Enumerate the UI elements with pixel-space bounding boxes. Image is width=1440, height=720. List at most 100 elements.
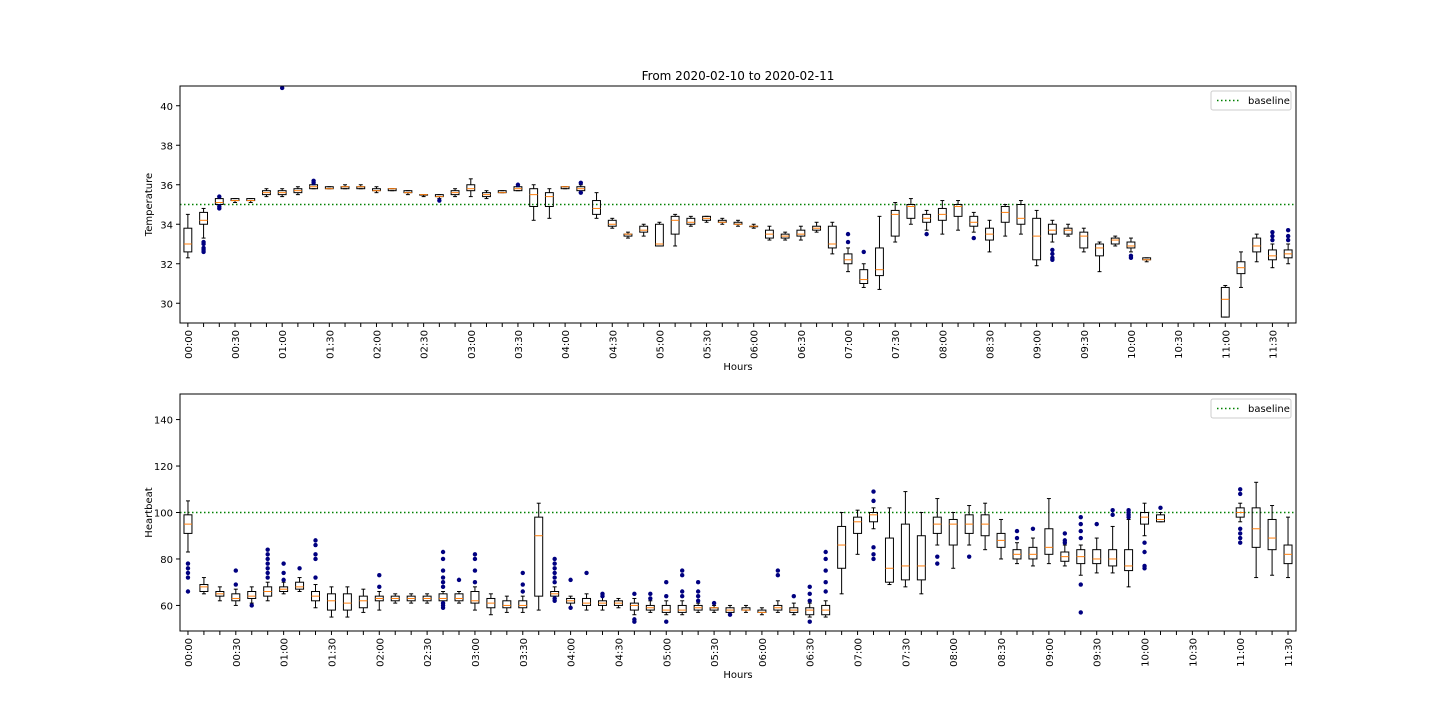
box-iqr	[670, 215, 680, 235]
outlier-point	[1285, 227, 1291, 233]
x-tick-label: 07:00	[844, 330, 855, 359]
box-00:30	[231, 568, 241, 606]
box-01:50	[358, 588, 368, 613]
outlier-point	[313, 538, 318, 543]
outlier-point	[265, 561, 270, 566]
outlier-point	[201, 239, 206, 245]
outlier-point	[823, 580, 828, 585]
box-iqr	[1110, 237, 1120, 245]
outlier-point	[1014, 535, 1020, 541]
outlier-point	[1078, 582, 1083, 587]
box-03:30	[518, 570, 528, 613]
x-tick-label: 03:30	[514, 330, 525, 359]
x-tick-label: 09:30	[1093, 638, 1104, 667]
temperature-panel: 30 32 34 36 38 40 00:00 00:30 01:00 01:30 02:00 02:…	[144, 85, 1297, 373]
box-08:40	[1000, 204, 1010, 237]
x-tick-label: 05:00	[662, 638, 673, 667]
box-iqr	[661, 604, 671, 613]
box-iqr	[592, 200, 601, 215]
y-axis-label: Heartbeat	[144, 487, 155, 537]
outlier-point	[695, 589, 701, 594]
box-02:10	[390, 593, 400, 604]
x-axis-label: Hours	[723, 670, 752, 681]
box-iqr	[969, 215, 979, 227]
box-00:00	[183, 500, 193, 594]
outlier-point	[437, 198, 442, 203]
box-iqr	[247, 591, 257, 599]
outlier-point	[552, 570, 557, 576]
box-03:40	[529, 184, 539, 221]
box-00:40	[246, 198, 256, 204]
outlier-point	[1142, 549, 1147, 555]
outlier-point	[185, 589, 191, 594]
box-02:20	[403, 190, 413, 196]
box-10:10	[1142, 257, 1152, 263]
outlier-point	[233, 582, 238, 587]
box-05:20	[693, 580, 703, 613]
box-04:30	[607, 217, 617, 229]
box-00:30	[230, 198, 240, 204]
outlier-point	[807, 591, 812, 597]
box-iqr	[932, 516, 942, 534]
outlier-point	[1270, 237, 1275, 243]
box-11:30	[1267, 229, 1277, 269]
outlier-point	[966, 554, 972, 559]
x-tick-label: 01:00	[280, 638, 291, 667]
box-07:40	[906, 198, 916, 225]
box-00:50	[263, 547, 273, 602]
box-00:10	[199, 577, 209, 595]
box-11:00	[1235, 487, 1245, 545]
box-02:20	[406, 593, 416, 604]
outlier-point	[1158, 505, 1163, 511]
outlier-point	[552, 566, 557, 571]
x-axis-label: Hours	[723, 362, 752, 373]
box-04:00	[566, 577, 576, 610]
legend: baseline	[1210, 90, 1292, 111]
box-iqr	[1095, 243, 1104, 257]
outlier-point	[552, 596, 557, 601]
box-iqr	[199, 211, 209, 225]
box-08:30	[985, 219, 994, 253]
box-08:40	[1012, 528, 1022, 565]
x-tick-label: 00:00	[184, 330, 195, 359]
outlier-point	[695, 593, 701, 599]
x-tick-label: 04:30	[614, 638, 625, 667]
box-02:40	[438, 549, 448, 610]
box-iqr	[1220, 286, 1230, 318]
outlier-point	[823, 568, 828, 573]
outlier-point	[727, 612, 733, 617]
box-07:10	[869, 489, 878, 562]
box-03:00	[470, 552, 480, 611]
box-05:50	[741, 604, 751, 613]
outlier-point	[515, 182, 521, 187]
box-iqr	[438, 593, 448, 602]
box-iqr	[326, 593, 336, 611]
outlier-point	[971, 235, 976, 241]
box-09:00	[1044, 498, 1054, 565]
box-iqr	[837, 525, 847, 569]
x-tick-label: 04:00	[567, 638, 578, 667]
box-iqr	[948, 518, 958, 546]
y-tick-label: 60	[160, 601, 173, 612]
outlier-point	[265, 575, 270, 580]
box-11:30	[1283, 516, 1293, 579]
outlier-point	[871, 552, 876, 557]
box-02:10	[387, 188, 397, 192]
box-03:40	[534, 502, 544, 611]
outlier-point	[871, 545, 876, 550]
x-tick-label: 03:30	[519, 638, 530, 667]
box-04:50	[639, 223, 649, 237]
box-iqr	[231, 593, 241, 602]
outlier-point	[1270, 229, 1275, 235]
box-04:50	[645, 591, 655, 613]
box-09:30	[1079, 227, 1089, 253]
box-06:10	[773, 568, 783, 613]
outlier-point	[632, 591, 637, 597]
outlier-point	[440, 556, 446, 562]
box-08:20	[969, 211, 979, 241]
outlier-point	[1238, 487, 1243, 492]
outlier-point	[456, 577, 462, 583]
box-07:20	[875, 215, 884, 290]
outlier-point	[823, 589, 828, 594]
box-06:50	[827, 221, 837, 255]
